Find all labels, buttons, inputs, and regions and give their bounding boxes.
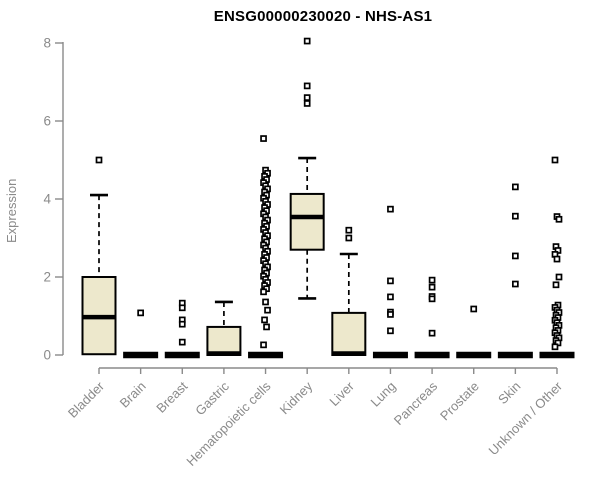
outlier-point	[303, 82, 311, 90]
chart-title: ENSG00000230020 - NHS-AS1	[213, 8, 433, 25]
collapsed-box	[123, 351, 159, 359]
y-tick-label: 0	[43, 348, 51, 363]
outlier-point	[260, 135, 267, 142]
outlier-point	[303, 37, 311, 45]
x-tick-label-bladder: Bladder	[65, 378, 108, 421]
x-tick-label-gastric: Gastric	[192, 378, 232, 418]
outlier-point	[555, 215, 563, 223]
outlier-point	[178, 338, 186, 346]
outlier-point	[263, 323, 270, 331]
box-bladder	[81, 156, 117, 356]
box-gastric	[206, 300, 242, 357]
outlier-point	[178, 320, 186, 328]
box-breast	[164, 299, 200, 359]
outlier-point	[387, 327, 394, 335]
outlier-point	[428, 329, 436, 337]
iqr-box	[289, 192, 325, 251]
y-tick-label: 2	[43, 270, 51, 285]
outlier-point	[262, 298, 269, 306]
outlier-point	[137, 309, 144, 317]
outlier-point	[551, 156, 559, 164]
box-hematopoietic-cells	[248, 135, 284, 359]
x-tick-label-brain: Brain	[117, 379, 149, 411]
box-unknown-other	[539, 156, 575, 359]
outlier-point	[428, 295, 436, 303]
outlier-point	[428, 276, 436, 284]
outlier-point	[264, 306, 271, 314]
outlier-point	[552, 281, 560, 289]
x-tick-label-skin: Skin	[495, 379, 523, 407]
box-skin	[497, 183, 533, 359]
y-axis-label: Expression	[4, 178, 19, 243]
box-prostate	[456, 305, 492, 359]
iqr-box	[331, 311, 367, 357]
x-tick-label-pancreas: Pancreas	[391, 378, 441, 428]
collapsed-box	[456, 351, 492, 359]
outlier-point	[553, 255, 561, 263]
outlier-point	[387, 311, 394, 318]
x-tick-label-liver: Liver	[326, 378, 357, 409]
box-liver	[331, 226, 367, 357]
outlier-point	[512, 252, 519, 260]
y-tick-label: 8	[43, 36, 51, 51]
collapsed-box	[414, 351, 450, 359]
x-tick-label-lung: Lung	[368, 379, 399, 410]
outlier-point	[95, 156, 103, 164]
outlier-point	[470, 305, 478, 313]
outlier-point	[512, 212, 519, 220]
outlier-point	[260, 341, 267, 349]
y-tick-label: 6	[43, 114, 51, 129]
outlier-point	[387, 293, 394, 301]
x-tick-label-breast: Breast	[153, 378, 190, 415]
collapsed-box	[164, 351, 200, 359]
outlier-point	[303, 94, 311, 101]
box-pancreas	[414, 276, 450, 359]
outlier-point	[512, 183, 519, 191]
outlier-point	[555, 273, 563, 281]
y-tick-label: 4	[43, 192, 51, 207]
outlier-point	[512, 280, 519, 288]
collapsed-box	[248, 351, 284, 359]
outlier-point	[303, 100, 311, 107]
outlier-point	[261, 316, 268, 324]
outlier-point	[387, 277, 394, 285]
outlier-point	[260, 288, 267, 296]
outlier-point	[428, 283, 436, 291]
collapsed-box	[497, 351, 533, 359]
iqr-box	[206, 325, 242, 357]
outlier-point	[551, 343, 559, 351]
outlier-point	[345, 234, 353, 242]
collapsed-box	[372, 351, 408, 359]
outlier-point	[345, 226, 353, 234]
x-tick-label-unknown-other: Unknown / Other	[486, 378, 566, 458]
x-tick-label-kidney: Kidney	[277, 378, 316, 417]
box-brain	[123, 309, 159, 359]
collapsed-box	[539, 351, 575, 359]
x-tick-label-prostate: Prostate	[437, 379, 482, 424]
outlier-point	[387, 205, 394, 213]
outlier-point	[178, 304, 186, 312]
box-kidney	[289, 37, 325, 300]
box-lung	[372, 205, 408, 359]
